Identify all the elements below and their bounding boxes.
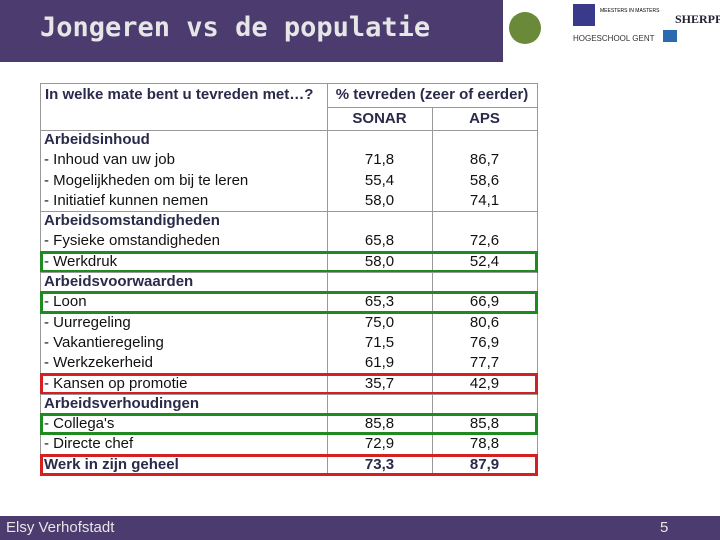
cell-value: 86,7 [469,151,500,169]
row-label: - Uurregeling [44,313,131,331]
cell-value: 78,8 [469,435,500,453]
logo-text: MEESTERS IN MASTERS [600,8,660,14]
row-label: - Initiatief kunnen nemen [44,191,209,209]
row-label: - Loon [44,293,87,311]
cell-value: 77,7 [469,354,500,372]
cell-value: 58,0 [364,252,395,270]
grid-line [40,393,537,395]
row-label: - Kansen op promotie [44,374,188,392]
row-label: - Directe chef [44,435,134,453]
section-label: Arbeidsvoorwaarden [44,273,194,291]
logo-area: MEESTERS IN MASTERS HOGESCHOOL GENT SHER… [503,0,720,62]
cell-value: 71,8 [364,151,395,169]
cell-value: 85,8 [364,415,395,433]
cell-value: 80,6 [469,313,500,331]
cell-value: 52,4 [469,252,500,270]
highlight-box [40,453,538,476]
cell-value: 72,9 [364,435,395,453]
logo-block [573,4,595,26]
cell-value: 35,7 [364,374,395,392]
logo-circle [509,12,541,44]
grid-line [40,272,537,274]
cell-value: 75,0 [364,313,395,331]
cell-value: 65,8 [364,232,395,250]
logo-text: SHERPPA [675,12,720,26]
logos [509,4,677,44]
cell-value: 73,3 [364,455,395,473]
row-label: - Collega's [44,415,115,433]
row-label: - Werkdruk [44,252,118,270]
grid-line [40,83,537,84]
question: In welke mate bent u tevreden met…? [45,86,314,103]
column-header: APS [469,110,500,127]
cell-value: 87,9 [469,455,500,473]
cell-value: 55,4 [364,171,395,189]
grid-line [537,83,538,476]
cell-value: 61,9 [364,354,395,372]
logo-text: HOGESCHOOL GENT [573,34,655,43]
row-label: - Vakantieregeling [44,333,164,351]
highlight-box [40,413,538,436]
grid-line [327,107,537,108]
grid-line [40,83,41,475]
footer-bar [0,516,720,540]
cell-value: 76,9 [469,333,500,351]
grid-line [40,211,537,213]
measure: % tevreden (zeer of eerder) [335,86,529,103]
section-label: Arbeidsinhoud [44,131,150,148]
cell-value: 85,8 [469,415,500,433]
cell-value: 72,6 [469,232,500,250]
cell-value: 58,0 [364,191,395,209]
highlight-box [40,291,538,314]
cell-value: 74,1 [469,191,500,209]
page-number: 5 [660,519,669,536]
grid-line [327,83,328,475]
cell-value: 42,9 [469,374,500,392]
logo-block [663,30,677,42]
row-label: - Mogelijkheden om bij te leren [44,171,249,189]
row-label: - Fysieke omstandigheden [44,232,220,250]
cell-value: 65,3 [364,293,395,311]
row-label: Werk in zijn geheel [44,455,179,473]
row-label: - Inhoud van uw job [44,151,175,169]
grid-line [432,107,433,475]
header-bar [0,0,503,62]
row-label: - Werkzekerheid [44,354,153,372]
cell-value: 58,6 [469,171,500,189]
highlight-box [40,250,538,274]
section-label: Arbeidsverhoudingen [44,394,200,412]
highlight-box [40,372,538,395]
column-header: SONAR [352,110,407,127]
title: Jongeren vs de populatie [40,12,431,43]
section-label: Arbeidsomstandigheden [44,212,220,230]
cell-value: 71,5 [364,333,395,351]
author: Elsy Verhofstadt [6,519,115,536]
cell-value: 66,9 [469,293,500,311]
grid-line [40,130,537,131]
